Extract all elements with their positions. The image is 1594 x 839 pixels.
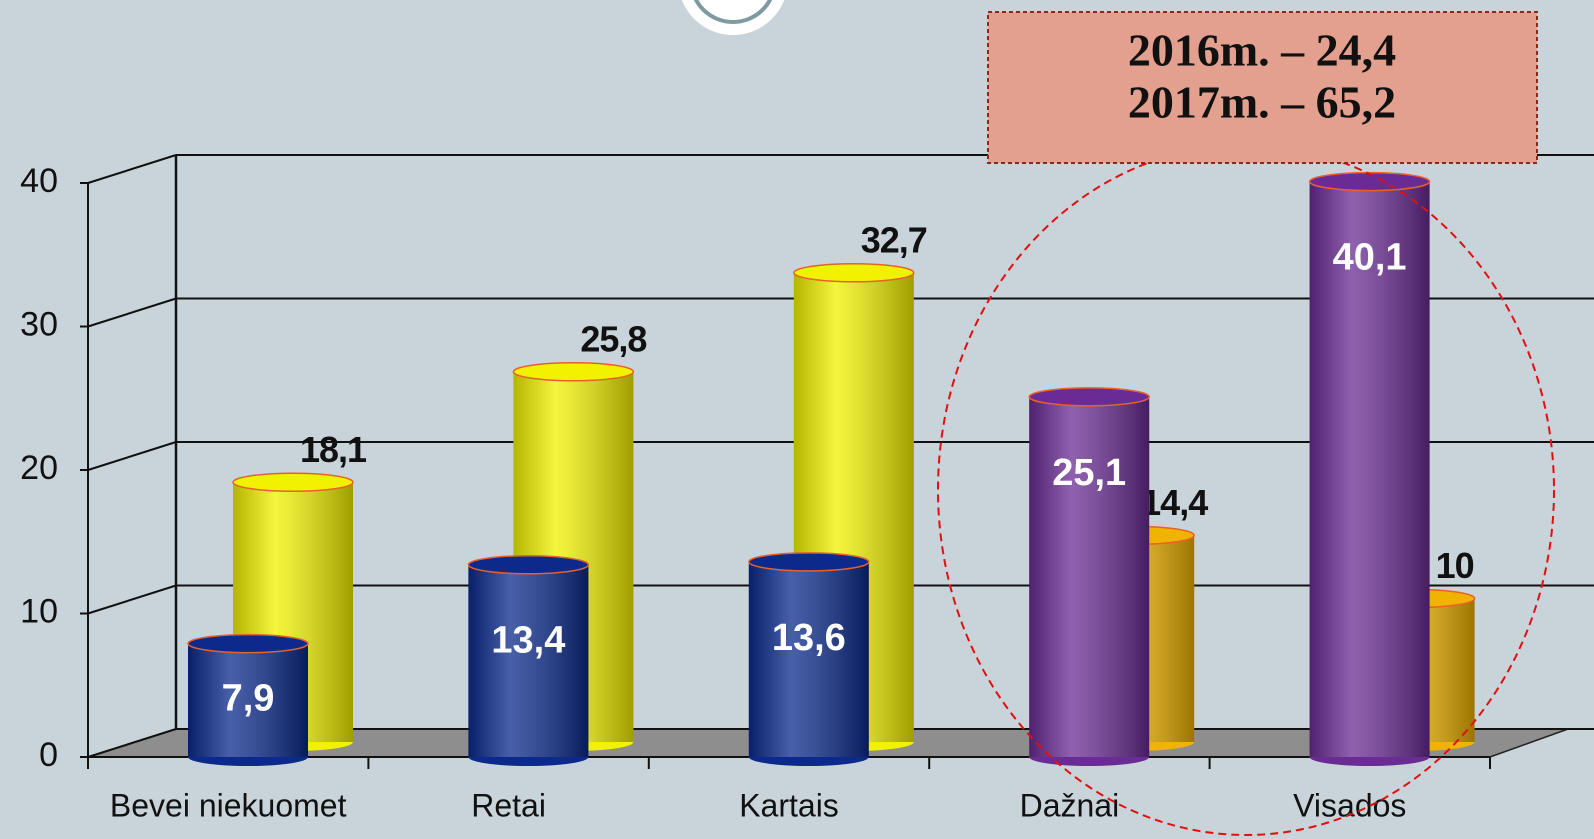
cylinder-shade [1029, 396, 1150, 757]
grid-diagonal [87, 154, 177, 184]
grid-diagonal [87, 297, 177, 328]
cylinder-shade [1309, 181, 1430, 757]
x-tick-label: Kartais [739, 787, 839, 823]
value-label: 32,7 [861, 219, 927, 260]
x-tick-label: Bevei niekuomet [110, 787, 347, 823]
cylinder-top [512, 362, 635, 382]
value-label: 18,1 [300, 429, 367, 470]
logo-ring [693, 0, 773, 24]
cylinder-top [467, 554, 590, 575]
value-label: 7,9 [222, 677, 275, 719]
grid-diagonal [87, 441, 177, 471]
x-tick-label: Visados [1293, 787, 1406, 823]
annotation-line: 2016m. – 24,4 [1128, 25, 1396, 76]
value-label: 13,4 [491, 620, 565, 662]
y-tick-label: 20 [20, 449, 58, 487]
annotation-box [987, 11, 1538, 164]
value-label: 10 [1436, 545, 1474, 586]
value-label: 40,1 [1333, 237, 1407, 279]
value-label: 13,6 [772, 617, 846, 659]
annotation-line: 2017m. – 65,2 [1128, 77, 1396, 128]
front-cylinder [187, 633, 309, 766]
y-tick-label: 10 [20, 592, 58, 630]
cylinder-shade [468, 564, 589, 757]
front-cylinder [467, 554, 590, 766]
front-cylinder [748, 552, 870, 766]
cylinder-top [187, 633, 309, 654]
front-cylinder [1028, 387, 1150, 766]
value-label: 25,1 [1052, 452, 1126, 494]
cylinder-top [1028, 387, 1150, 407]
x-tick-label: Retai [471, 787, 546, 823]
value-label: 25,8 [580, 318, 646, 359]
logo [681, 0, 785, 35]
grid-diagonal [87, 728, 177, 758]
cylinder-top [793, 263, 915, 283]
cylinder-top [1308, 171, 1431, 192]
cylinder-top [232, 472, 354, 493]
cylinder-top [748, 552, 870, 572]
cylinder-shade [748, 561, 869, 757]
plot: 0 10 20 30 40 Bevei niekuomet 18,1 7,9 Retai 25,8… [20, 11, 1594, 836]
x-tick-label: Dažnai [1020, 787, 1120, 823]
value-label: 14,4 [1141, 482, 1208, 523]
y-tick-label: 0 [39, 736, 58, 774]
front-cylinder [1308, 171, 1431, 766]
cylinder-shade [188, 643, 308, 757]
grid-diagonal [87, 584, 177, 615]
y-tick-label: 40 [20, 162, 58, 200]
y-tick-label: 30 [20, 305, 58, 343]
